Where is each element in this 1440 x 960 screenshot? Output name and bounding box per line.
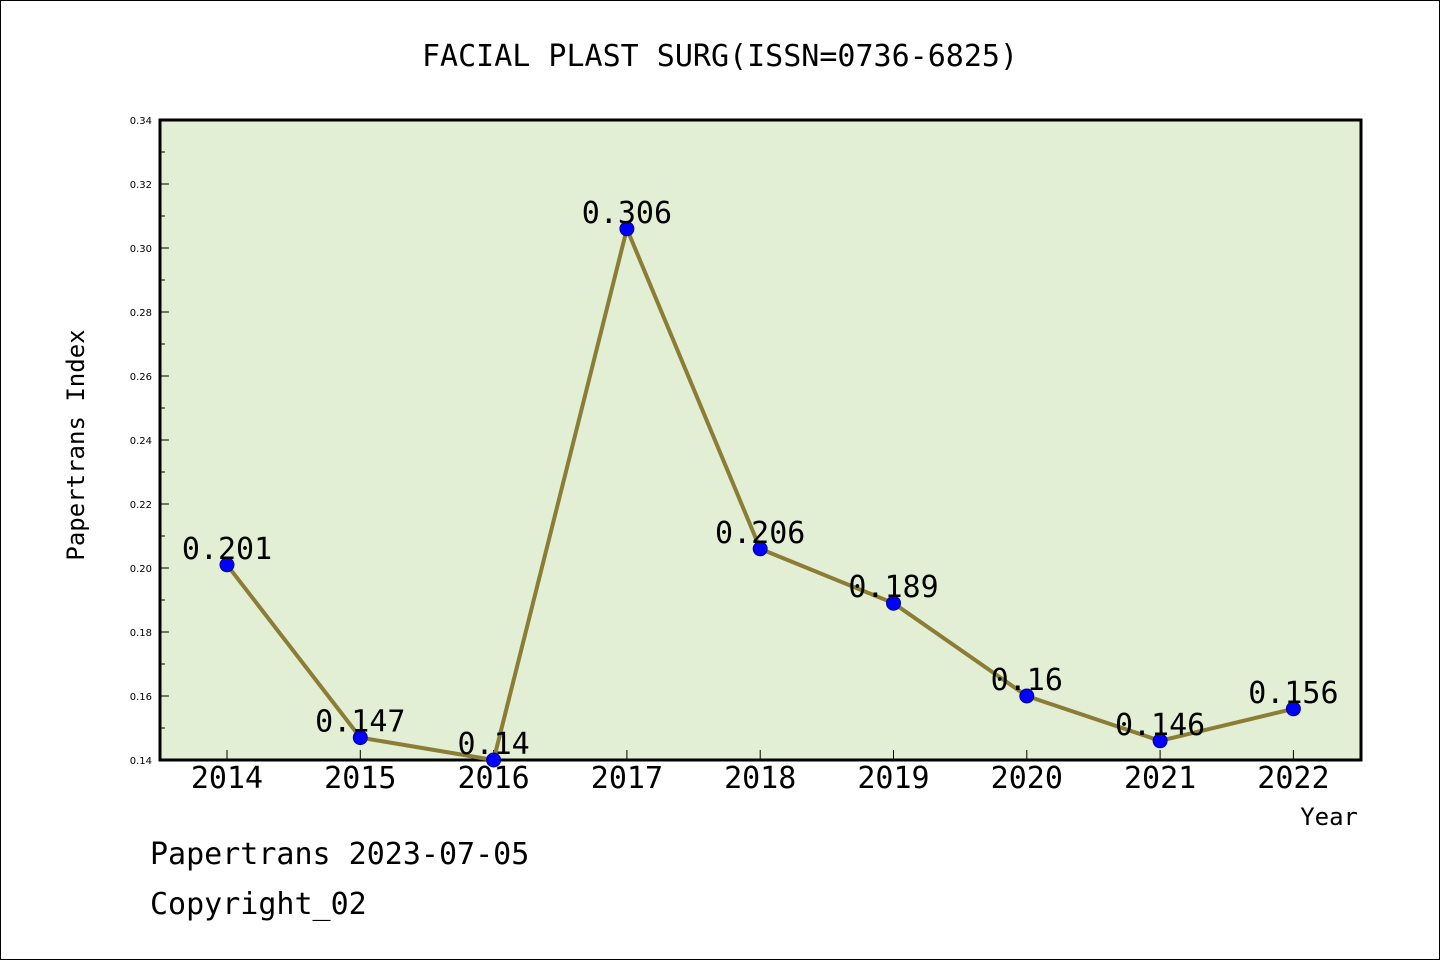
y-tick-label: 0.18	[130, 628, 152, 639]
data-label: 0.201	[182, 532, 272, 567]
data-point	[219, 557, 235, 573]
data-point	[752, 541, 768, 557]
data-point	[886, 595, 901, 611]
data-label: 0.206	[715, 516, 805, 551]
data-point	[1285, 701, 1301, 717]
x-tick-label: 2017	[591, 761, 663, 796]
y-tick-label: 0.30	[130, 244, 152, 255]
y-tick-label: 0.16	[130, 692, 152, 703]
x-tick-label: 2018	[724, 761, 796, 796]
y-tick-label: 0.34	[130, 116, 152, 127]
y-tick-label: 0.28	[130, 308, 152, 319]
series-layer	[219, 221, 1301, 768]
plot-area	[158, 118, 1363, 762]
x-tick-label: 2021	[1124, 761, 1196, 796]
footer-date: Papertrans 2023-07-05	[150, 837, 529, 872]
x-tick-label: 2020	[991, 761, 1063, 796]
y-tick-label: 0.32	[130, 180, 152, 191]
data-label: 0.189	[848, 570, 938, 605]
x-tick-label: 2015	[324, 761, 396, 796]
data-labels: 0.201 0.147 0.14 0.306 0.206 0.189 0.16 0.146 0.…	[182, 196, 1339, 762]
data-point	[619, 221, 635, 237]
data-label: 0.306	[582, 196, 672, 231]
y-axis-title: Papertrans Index	[62, 329, 90, 560]
x-tick-label: 2014	[191, 761, 263, 796]
data-label: 0.156	[1248, 676, 1338, 711]
data-label: 0.14	[457, 727, 529, 762]
x-axis-title: Year	[1300, 803, 1358, 831]
data-label: 0.16	[991, 663, 1063, 698]
y-tick-label: 0.22	[130, 500, 152, 511]
data-label: 0.147	[315, 705, 405, 740]
y-tick-label: 0.20	[130, 564, 152, 575]
footer-copyright: Copyright_02	[150, 887, 367, 922]
y-axis: 0.14 0.16 0.18 0.20 0.22 0.24 0.26 0.28 0.30 0.32…	[130, 116, 169, 767]
data-point	[352, 730, 368, 746]
chart-title: FACIAL PLAST SURG(ISSN=0736-6825)	[422, 39, 1018, 74]
data-point	[486, 752, 502, 768]
data-point	[1019, 688, 1035, 704]
data-label: 0.146	[1115, 708, 1205, 743]
y-tick-label: 0.26	[130, 372, 152, 383]
x-tick-label: 2022	[1257, 761, 1329, 796]
x-axis: 2014 2015 2016 2017 2018 2019 2020 2021 2022	[191, 750, 1330, 796]
x-tick-label: 2019	[857, 761, 929, 796]
y-tick-label: 0.14	[130, 756, 152, 767]
y-tick-label: 0.24	[130, 436, 152, 447]
data-point	[1152, 733, 1168, 749]
